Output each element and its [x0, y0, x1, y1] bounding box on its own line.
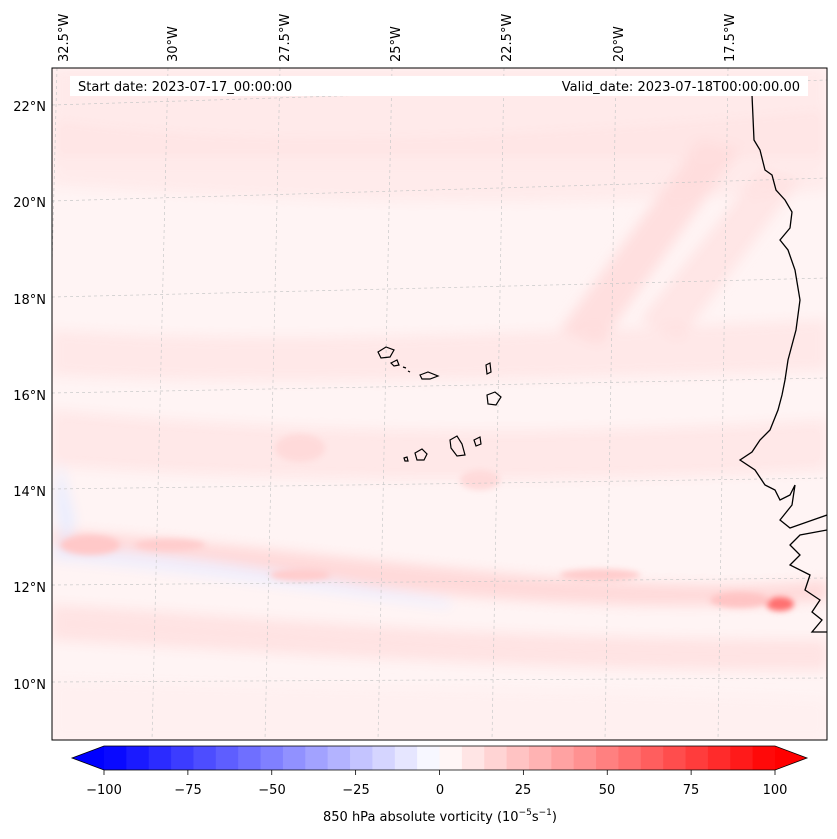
colorbar-label: 850 hPa absolute vorticity (10−5s−1)	[323, 808, 557, 825]
coastline-africa	[738, 94, 827, 633]
latitude-labels: 22°N 20°N 18°N 16°N 14°N 12°N 10°N	[13, 100, 46, 693]
colorbar-cell	[484, 746, 508, 770]
colorbar-cell	[171, 746, 195, 770]
colorbar-tick-label: −100	[86, 783, 122, 798]
graticule	[52, 68, 827, 740]
colorbar-tick-label: 75	[683, 783, 700, 798]
colorbar-cell	[506, 746, 530, 770]
colorbar-cell	[439, 746, 463, 770]
colorbar-cell	[461, 746, 485, 770]
colorbar-cell	[730, 746, 754, 770]
colorbar-label-exp2: −1	[539, 808, 552, 818]
colorbar-cell	[305, 746, 329, 770]
colorbar-tick-label: 100	[763, 783, 788, 798]
colorbar-extend-max	[775, 746, 807, 770]
colorbar-cell	[193, 746, 217, 770]
lon-label: 30°W	[166, 26, 181, 62]
colorbar-tick-label: −75	[174, 783, 201, 798]
colorbar-label-main: 850 hPa absolute vorticity (10	[323, 810, 519, 825]
colorbar-cell	[573, 746, 597, 770]
lon-label: 20°W	[612, 26, 627, 62]
colorbar-cell	[663, 746, 687, 770]
lat-label: 10°N	[13, 678, 46, 693]
colorbar-cell	[126, 746, 150, 770]
colorbar-cell	[327, 746, 351, 770]
colorbar-label-exp1: −5	[519, 808, 532, 818]
colorbar-tick-label: −25	[342, 783, 369, 798]
map-panel: Start date: 2023-07-17_00:00:00 Valid_da…	[13, 14, 828, 741]
lon-label: 17.5°W	[723, 14, 738, 62]
lat-label: 20°N	[13, 196, 46, 211]
longitude-labels: 32.5°W 30°W 27.5°W 25°W 22.5°W 20°W 17.5…	[57, 14, 738, 62]
lat-label: 14°N	[13, 485, 46, 500]
cape-verde-islands	[377, 346, 502, 462]
colorbar-cell	[215, 746, 239, 770]
colorbar-tick-label: −50	[258, 783, 285, 798]
colorbar-cell	[417, 746, 441, 770]
colorbar-tick-label: 0	[436, 783, 444, 798]
lon-label: 22.5°W	[500, 14, 515, 62]
colorbar-label-end: )	[552, 810, 557, 825]
lat-label: 12°N	[13, 581, 46, 596]
colorbar-cell	[618, 746, 642, 770]
colorbar-label-mid: s	[532, 810, 539, 825]
header-band	[70, 76, 808, 96]
map-frame	[51, 67, 828, 741]
colorbar-cell	[260, 746, 284, 770]
colorbar-cell	[372, 746, 396, 770]
colorbar-tick-label: 50	[599, 783, 616, 798]
colorbar-ticks: −100 −75 −50 −25 0 25 50 75 100	[86, 770, 787, 798]
lon-label: 27.5°W	[278, 14, 293, 62]
colorbar-cell	[551, 746, 575, 770]
colorbar-cells	[72, 746, 807, 770]
colorbar-cell	[238, 746, 262, 770]
valid-date-label: Valid_date: 2023-07-18T00:00:00.00	[562, 80, 800, 95]
start-date-label: Start date: 2023-07-17_00:00:00	[78, 80, 292, 95]
colorbar-tick-label: 25	[515, 783, 532, 798]
lon-label: 25°W	[389, 26, 404, 62]
lon-label: 32.5°W	[57, 14, 72, 62]
colorbar-cell	[707, 746, 731, 770]
colorbar-cell	[148, 746, 172, 770]
colorbar-cell	[350, 746, 373, 770]
colorbar-cell	[394, 746, 418, 770]
colorbar-cell	[282, 746, 306, 770]
colorbar-cell	[685, 746, 709, 770]
colorbar-cell	[596, 746, 620, 770]
colorbar-extend-min	[72, 746, 104, 770]
colorbar-cell	[104, 746, 127, 770]
colorbar-cell	[640, 746, 664, 770]
lat-label: 16°N	[13, 389, 46, 404]
colorbar-cell	[528, 746, 552, 770]
lat-label: 22°N	[13, 100, 46, 115]
colorbar: −100 −75 −50 −25 0 25 50 75 100 850 hPa …	[70, 745, 809, 825]
colorbar-cell	[752, 746, 776, 770]
lat-label: 18°N	[13, 293, 46, 308]
